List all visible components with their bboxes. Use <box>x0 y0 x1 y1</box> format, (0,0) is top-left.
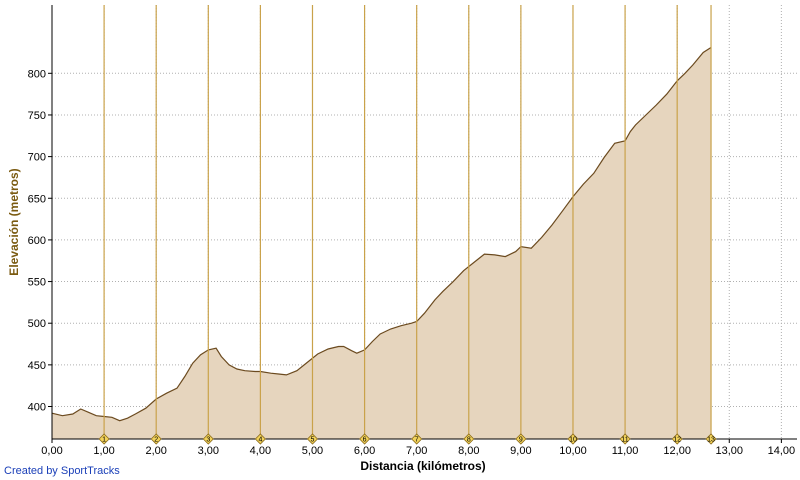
x-tick-label: 13,00 <box>716 445 744 457</box>
y-axis-title: Elevación (metros) <box>7 168 21 275</box>
y-tick-label: 450 <box>28 360 46 372</box>
y-tick-label: 650 <box>28 193 46 205</box>
km-marker-number: 3 <box>206 437 210 444</box>
x-axis-title: Distancia (kilómetros) <box>360 459 485 473</box>
x-tick-label: 0,00 <box>41 445 62 457</box>
x-tick-label: 9,00 <box>510 445 531 457</box>
km-marker-badge <box>515 433 527 445</box>
x-tick-label: 14,00 <box>768 445 796 457</box>
km-marker-badge <box>306 433 319 445</box>
y-tick-label: 700 <box>28 152 46 164</box>
km-marker-badge <box>411 433 423 445</box>
x-tick-label: 5,00 <box>302 445 323 457</box>
y-tick-label: 750 <box>28 110 46 122</box>
km-marker-number: 9 <box>519 437 523 444</box>
x-tick-label: 1,00 <box>93 445 114 457</box>
credit-text: Created by SportTracks <box>4 465 120 477</box>
x-tick-labels: 0,00 1,00 2,00 3,00 4,00 5,00 6,00 7,00 8,00 9,00… <box>41 445 795 457</box>
km-marker-number: 1 <box>102 437 106 444</box>
x-tick-label: 12,00 <box>663 445 691 457</box>
y-tick-label: 550 <box>28 277 46 289</box>
km-marker-number: 10 <box>569 437 577 444</box>
km-marker-badges: 1 2 3 4 5 6 7 8 9 10 11 12 13 <box>98 433 717 445</box>
km-marker-number: 8 <box>467 437 471 444</box>
km-marker-badge <box>567 433 579 445</box>
km-marker-badge <box>98 433 110 445</box>
x-tick-label: 4,00 <box>250 445 271 457</box>
x-tick-label: 3,00 <box>198 445 219 457</box>
x-tick-label: 6,00 <box>354 445 375 457</box>
km-marker-number: 7 <box>415 437 419 444</box>
x-tick-label: 8,00 <box>458 445 479 457</box>
x-tick-label: 10,00 <box>559 445 587 457</box>
km-marker-number: 13 <box>707 437 715 444</box>
km-marker-badge <box>150 433 162 445</box>
km-marker-badge <box>463 433 475 445</box>
km-marker-badge <box>254 433 266 445</box>
km-marker-badge <box>359 433 371 445</box>
y-tick-label: 500 <box>28 318 46 330</box>
x-tick-label: 2,00 <box>145 445 166 457</box>
km-marker-badge <box>202 433 214 445</box>
km-marker-number: 11 <box>621 437 628 444</box>
km-marker-number: 12 <box>673 437 681 444</box>
km-marker-number: 6 <box>363 437 367 444</box>
x-tick-label: 11,00 <box>612 445 639 457</box>
km-marker-badge <box>705 433 717 445</box>
y-tick-label: 600 <box>28 235 46 247</box>
elevation-fill <box>52 47 711 439</box>
y-tick-label: 800 <box>28 68 46 80</box>
km-marker-number: 4 <box>258 437 262 444</box>
km-marker-lines <box>103 5 712 439</box>
km-marker-number: 5 <box>311 437 315 444</box>
km-marker-number: 2 <box>154 437 158 444</box>
y-tick-label: 400 <box>28 402 46 414</box>
x-tick-label: 7,00 <box>406 445 427 457</box>
y-tick-labels: 400 450 500 550 600 650 700 750 800 <box>28 68 46 413</box>
km-marker-badge <box>619 433 631 445</box>
km-marker-badge <box>671 433 683 445</box>
